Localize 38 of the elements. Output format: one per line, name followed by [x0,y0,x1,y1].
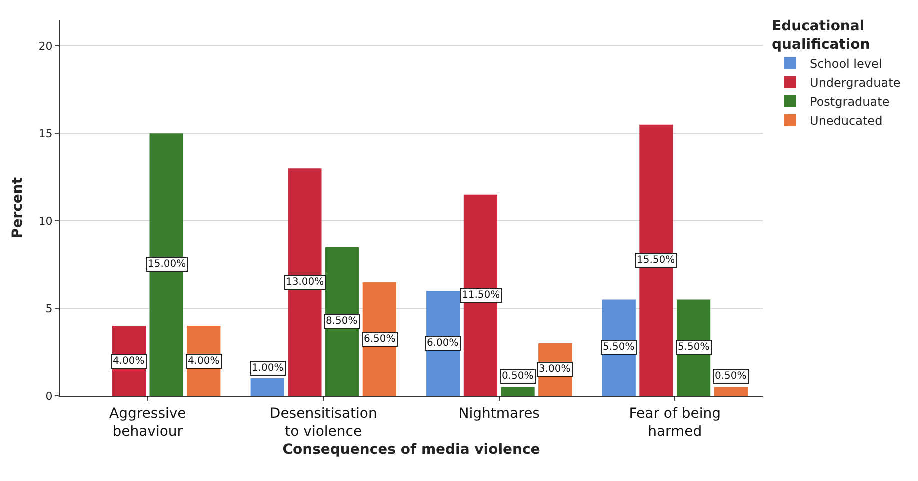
x-tick-label: Fear of being harmed [629,406,722,440]
y-axis-title: Percent [10,177,26,239]
data-label: 0.50% [715,371,747,382]
data-label: 3.00% [539,364,571,375]
y-tick-label: 15 [38,128,53,141]
bar [501,387,535,396]
bar [288,168,322,396]
legend-label: Undergraduate [810,76,901,90]
data-label: 15.50% [637,255,676,266]
x-axis-title: Consequences of media violence [282,442,540,458]
legend-title: Educational qualification [772,18,870,53]
y-tick-label: 5 [46,302,53,316]
legend-label: Uneducated [810,114,883,128]
bar [714,387,748,396]
data-label: 4.00% [113,356,145,367]
data-label: 4.00% [188,356,220,367]
bar [250,378,284,396]
bar [150,134,184,396]
data-label: 11.50% [462,290,500,301]
data-label: 6.00% [427,338,459,349]
x-tick-label: Aggressive behaviour [109,406,186,440]
y-tick-label: 0 [46,390,53,403]
data-label: 8.50% [326,316,358,327]
bar [640,124,674,396]
data-label: 15.00% [148,259,186,270]
data-label: 13.00% [286,277,324,288]
y-tick-label: 20 [38,40,53,54]
x-tick-label: Desensitisation to violence [270,406,378,440]
bar [464,194,498,396]
data-label: 1.00% [252,363,284,374]
x-tick-label: Nightmares [458,406,540,422]
data-label: 6.50% [364,334,396,345]
data-label: 0.50% [502,371,534,382]
y-tick-label: 10 [38,214,53,228]
data-label: 5.50% [678,342,710,353]
legend-label: Postgraduate [810,95,890,110]
legend-label: School level [810,57,882,72]
data-label: 5.50% [603,342,635,353]
